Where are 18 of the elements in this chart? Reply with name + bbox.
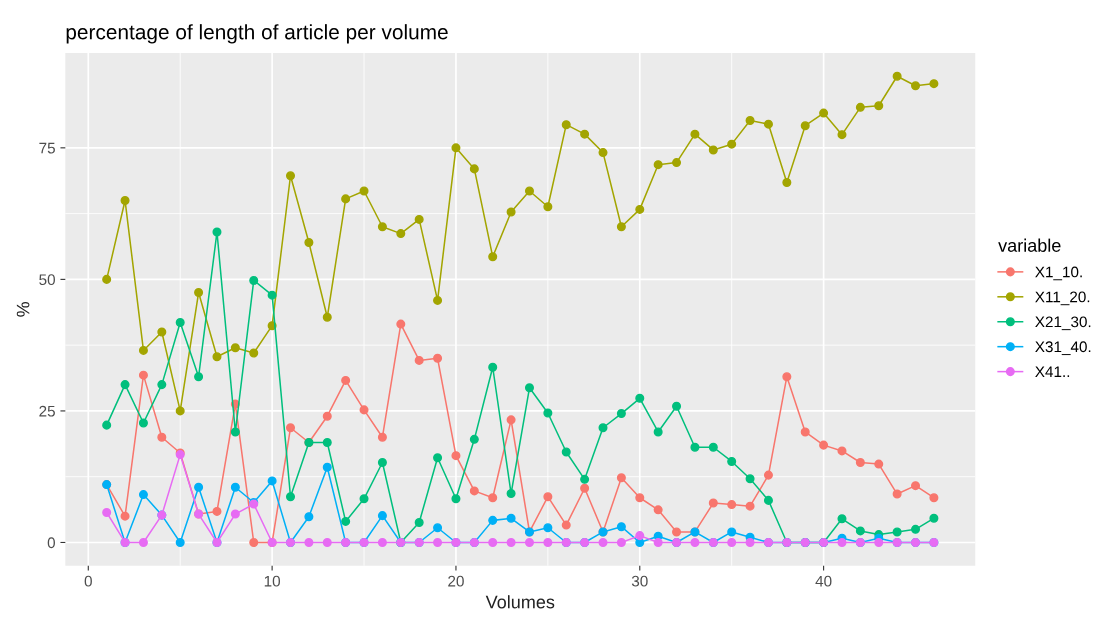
x-axis-title: Volumes (485, 595, 555, 609)
y-tick-label: 75 (39, 142, 55, 154)
legend-label: X21_30. (1035, 316, 1091, 331)
y-tick-label: 25 (39, 405, 55, 417)
legend-title: variable (998, 238, 1061, 252)
y-tick-label: 0 (47, 537, 55, 549)
x-tick-label: 20 (448, 575, 464, 587)
y-axis-title: % (16, 301, 30, 317)
x-tick-label: 30 (631, 575, 648, 587)
x-tick-label: 40 (815, 575, 832, 587)
x-tick-label: 10 (264, 575, 281, 587)
legend-label: X31_40. (1035, 341, 1091, 356)
x-tick-label: 0 (84, 575, 92, 587)
legend-label: X1_10. (1035, 266, 1082, 281)
y-tick-label: 50 (39, 274, 55, 286)
legend-label: X41.. (1035, 366, 1070, 377)
chart-title: percentage of length of article per volume (66, 24, 448, 44)
legend-label: X11_20. (1035, 291, 1090, 306)
